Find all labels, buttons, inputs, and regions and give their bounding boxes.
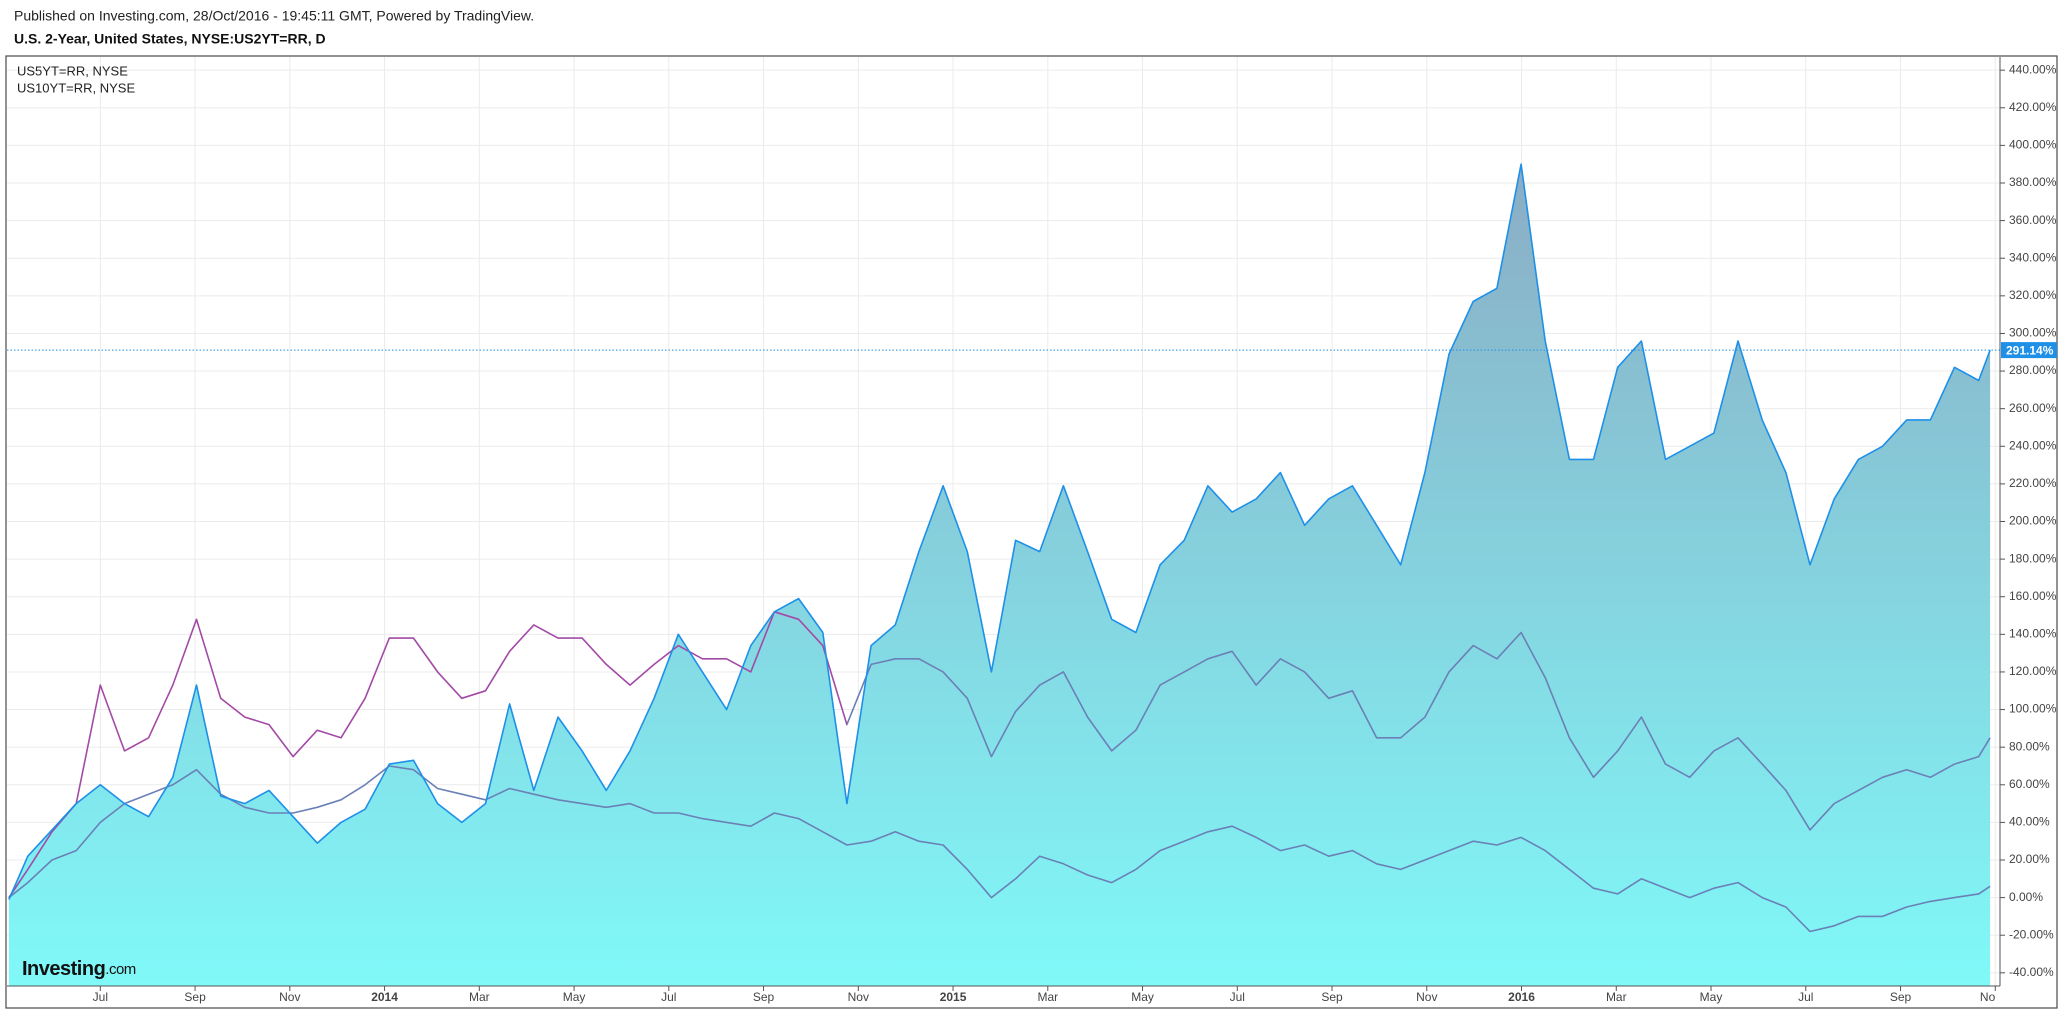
y-tick-label: 380.00% (2009, 175, 2057, 189)
x-tick-label: Nov (848, 990, 869, 1004)
line (8, 765, 1991, 933)
x-tick-label: 2014 (371, 990, 398, 1004)
x-tick-label: Sep (753, 990, 775, 1004)
y-tick-label: -20.00% (2009, 927, 2054, 941)
x-tick-label: Sep (184, 990, 206, 1004)
x-tick-label: Jul (1798, 990, 1813, 1004)
y-tick-label: 320.00% (2009, 288, 2057, 302)
x-tick-label: Jul (93, 990, 108, 1004)
y-tick-label: 140.00% (2009, 627, 2057, 641)
line (8, 163, 1991, 900)
x-tick-label: Jul (661, 990, 676, 1004)
x-tick-label: Nov (279, 990, 300, 1004)
chart-title: U.S. 2-Year, United States, NYSE:US2YT=R… (14, 31, 326, 47)
logo: Investing.com (22, 958, 136, 980)
y-tick-label: -40.00% (2009, 965, 2054, 979)
x-tick-label: Jul (1230, 990, 1245, 1004)
axes: -40.00% -20.00% 0.00% 20.00% 40.00% 60.00% 80.… (93, 62, 2057, 1004)
x-tick-label: May (563, 990, 586, 1004)
area (8, 164, 1991, 986)
last-value-badge (2001, 342, 2057, 359)
y-tick-label: 0.00% (2009, 890, 2043, 904)
y-tick-label: 260.00% (2009, 401, 2057, 415)
logo-main: Investing (22, 958, 105, 980)
y-tick-label: 120.00% (2009, 664, 2057, 678)
last-value-label: 291.14% (2006, 343, 2054, 357)
plot-area (7, 163, 2000, 986)
x-tick-label: May (1700, 990, 1723, 1004)
logo-suffix: .com (105, 961, 136, 978)
x-tick-label: May (1131, 990, 1154, 1004)
y-tick-label: 420.00% (2009, 100, 2057, 114)
y-tick-label: 80.00% (2009, 739, 2050, 753)
y-tick-label: 400.00% (2009, 138, 2057, 152)
legend-entry: US10YT=RR, NYSE (17, 80, 135, 95)
y-tick-label: 280.00% (2009, 363, 2057, 377)
x-tick-label: 2015 (940, 990, 967, 1004)
x-tick-label: Mar (1037, 990, 1058, 1004)
x-tick-label: Mar (469, 990, 490, 1004)
y-tick-label: 200.00% (2009, 514, 2057, 528)
line (8, 611, 1991, 899)
y-tick-label: 240.00% (2009, 438, 2057, 452)
y-tick-label: 360.00% (2009, 213, 2057, 227)
chart-frame (5, 55, 2058, 1009)
x-tick-label: Nov (1416, 990, 1437, 1004)
y-tick-label: 100.00% (2009, 702, 2057, 716)
y-tick-label: 20.00% (2009, 852, 2050, 866)
y-tick-label: 300.00% (2009, 326, 2057, 340)
y-tick-label: 440.00% (2009, 62, 2057, 76)
y-tick-label: 220.00% (2009, 476, 2057, 490)
y-tick-label: 60.00% (2009, 777, 2050, 791)
x-tick-label: 2016 (1508, 990, 1535, 1004)
legend-entry: US5YT=RR, NYSE (17, 63, 128, 78)
y-tick-label: 340.00% (2009, 250, 2057, 264)
y-tick-label: 40.00% (2009, 815, 2050, 829)
y-tick-label: 160.00% (2009, 589, 2057, 603)
published-note: Published on Investing.com, 28/Oct/2016 … (14, 8, 534, 24)
x-tick-label: Mar (1606, 990, 1627, 1004)
x-tick-label: No (1980, 990, 1996, 1004)
x-tick-label: Sep (1890, 990, 1912, 1004)
x-tick-label: Sep (1321, 990, 1343, 1004)
y-tick-label: 180.00% (2009, 551, 2057, 565)
